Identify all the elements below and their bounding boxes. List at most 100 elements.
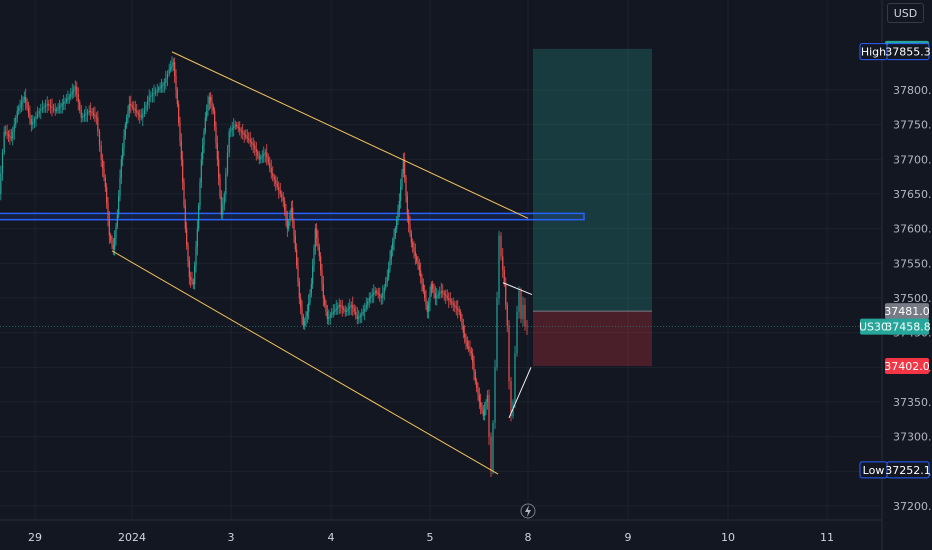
candle-body — [137, 112, 139, 115]
candle-body — [196, 228, 198, 248]
candle-body — [302, 316, 304, 326]
candle-body — [385, 282, 387, 288]
candle-body — [168, 69, 170, 74]
x-tick-label: 10 — [721, 531, 735, 544]
candle-body — [252, 143, 254, 146]
candle-body — [410, 233, 412, 243]
tag-text: High — [861, 46, 886, 59]
candle-body — [425, 298, 427, 305]
profit-zone — [533, 48, 652, 312]
candle-body — [212, 106, 214, 111]
candle-body — [37, 113, 39, 117]
candle-body — [127, 110, 129, 118]
candle-body — [134, 109, 136, 111]
candle-body — [449, 299, 451, 302]
candle-body — [347, 308, 349, 311]
tag-value-text: 37458.8 — [885, 321, 931, 334]
candle-body — [364, 308, 366, 312]
candle-body — [65, 99, 68, 102]
candle-body — [131, 105, 133, 108]
y-tick-label: 37300.0 — [893, 431, 932, 444]
candle-body — [9, 135, 11, 138]
candle-body — [298, 281, 300, 298]
candle-body — [1, 152, 4, 174]
candle-body — [90, 110, 92, 113]
candle-body — [276, 183, 278, 188]
candle-body — [500, 235, 502, 257]
candle-body — [414, 251, 416, 257]
candle-body — [174, 62, 176, 77]
candle-body — [377, 292, 379, 295]
y-tick-label: 37700.0 — [893, 153, 932, 166]
candle-body — [87, 112, 89, 114]
candle-body — [344, 310, 346, 312]
candle-body — [476, 381, 478, 389]
candle-body — [400, 187, 402, 201]
x-tick-label: 4 — [328, 531, 335, 544]
candle-body — [352, 304, 354, 309]
candle-body — [522, 304, 524, 319]
candle-body — [496, 298, 498, 368]
candle-body — [451, 301, 453, 304]
y-tick-label: 37550.0 — [893, 257, 932, 270]
candle-body — [440, 291, 442, 293]
candle-body — [337, 306, 339, 309]
candle-body — [40, 109, 42, 111]
candle-body — [362, 311, 364, 314]
candle-body — [433, 288, 435, 294]
candle-body — [180, 140, 182, 160]
candle-body — [123, 136, 125, 148]
candle-body — [48, 103, 50, 106]
candle-body — [258, 155, 260, 160]
x-tick-label: 11 — [820, 531, 834, 544]
candle-body — [35, 116, 37, 120]
candle-body — [171, 64, 173, 67]
candle-body — [56, 109, 58, 111]
candle-body — [12, 131, 14, 139]
candle-body — [6, 132, 8, 135]
candle-body — [67, 98, 69, 100]
candle-body — [143, 109, 145, 114]
candle-body — [118, 196, 120, 215]
candle-body — [401, 173, 403, 188]
currency-selector[interactable]: USD — [887, 3, 924, 23]
candle-body — [488, 395, 490, 437]
candle-body — [379, 294, 381, 297]
candle-body — [198, 205, 200, 229]
candle-body — [120, 159, 122, 178]
tag-label-high: High 37855.3 — [859, 43, 931, 61]
candle-body — [394, 228, 396, 236]
candle-body — [361, 313, 363, 316]
candle-body — [373, 292, 375, 295]
candle-body — [249, 140, 251, 142]
candle-body — [480, 402, 482, 407]
candle-body — [388, 267, 390, 278]
candle-body — [29, 113, 31, 120]
candle-body — [472, 353, 474, 363]
candle-body — [281, 194, 283, 198]
candle-body — [26, 102, 28, 109]
candle-body — [182, 159, 184, 183]
candle-body — [343, 308, 345, 311]
x-tick-label: 2024 — [118, 531, 146, 544]
candle-body — [396, 219, 398, 229]
candle-body — [231, 128, 233, 130]
candle-body — [233, 126, 235, 129]
candle-body — [397, 210, 399, 220]
candle-body — [80, 109, 82, 118]
candle-body — [432, 284, 434, 289]
wedge-trendline — [502, 282, 533, 295]
candle-body — [206, 110, 208, 118]
y-tick-label: 37800.0 — [893, 84, 932, 97]
candle-body — [195, 247, 197, 266]
candle-body — [20, 102, 23, 106]
candle-body — [457, 308, 459, 311]
candle-body — [16, 110, 18, 118]
candle-body — [462, 325, 464, 333]
candle-body — [404, 159, 406, 178]
candle-body — [340, 304, 342, 307]
candle-body — [367, 301, 369, 305]
price-label-box — [885, 303, 929, 320]
